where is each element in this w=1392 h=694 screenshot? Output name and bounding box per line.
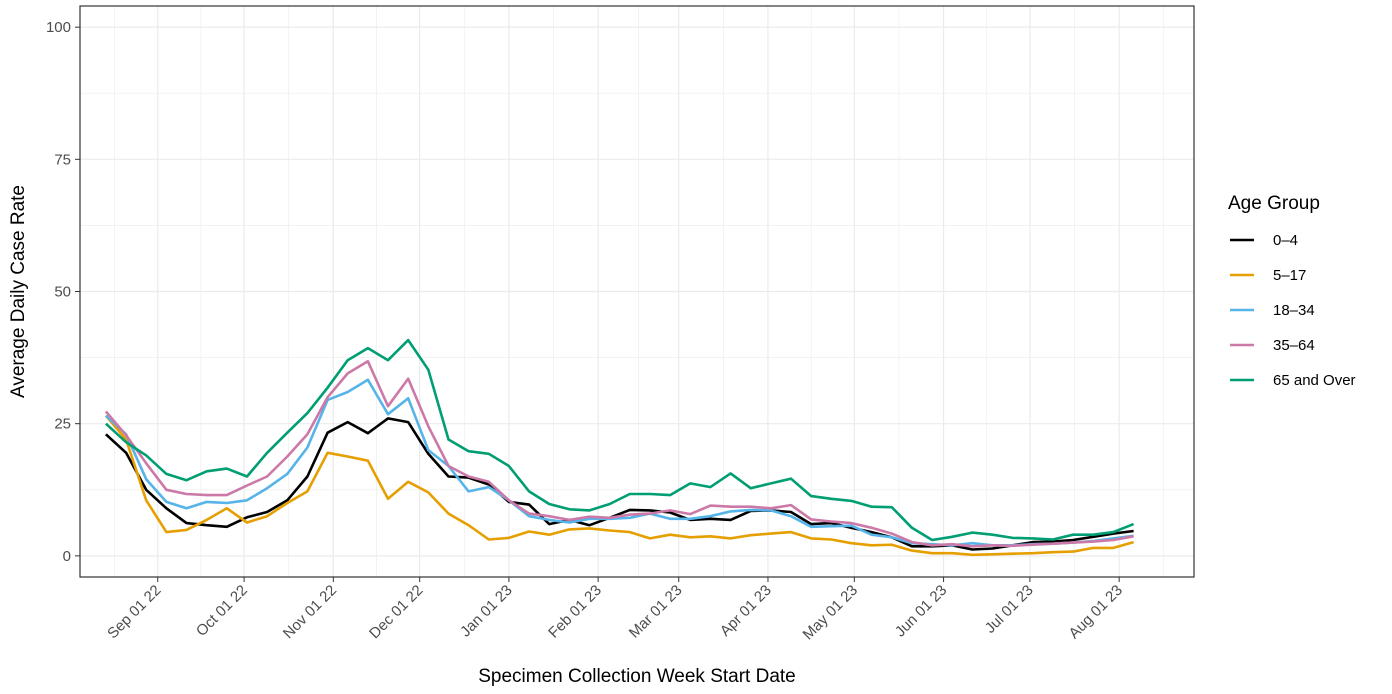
grid	[80, 6, 1194, 577]
legend-title: Age Group	[1228, 193, 1320, 214]
legend: Age Group 0–4 5–17 18–34 35–64 65 and Over	[1228, 193, 1356, 389]
x-tick-label: Aug 01 23	[1066, 582, 1126, 642]
legend-label-0: 0–4	[1273, 232, 1298, 249]
x-tick-label: Mar 01 23	[626, 582, 686, 642]
legend-label-2: 18–34	[1273, 302, 1315, 319]
x-tick-label: Oct 01 22	[193, 582, 251, 640]
axes: 0 25 50 75 100 Sep 01 22 Oct 01 22 Nov 01 22 Dec…	[46, 19, 1126, 643]
x-tick-label: May 01 23	[800, 582, 862, 644]
series-line-0	[105, 417, 1134, 551]
legend-label-4: 65 and Over	[1273, 372, 1356, 389]
y-tick-label: 25	[54, 416, 71, 433]
legend-label-1: 5–17	[1273, 267, 1306, 284]
y-tick-label: 100	[46, 19, 71, 36]
x-tick-label: Feb 01 23	[545, 582, 605, 642]
y-tick-label: 0	[63, 548, 71, 565]
series-line-1	[104, 414, 1134, 557]
x-tick-label: Dec 01 22	[366, 582, 426, 642]
series-line-4	[105, 338, 1135, 542]
legend-label-3: 35–64	[1273, 337, 1315, 354]
x-tick-label: Apr 01 23	[717, 582, 775, 640]
x-tick-label: Jan 01 23	[457, 582, 516, 641]
x-tick-label: Jun 01 23	[892, 582, 951, 641]
series-lines	[104, 338, 1135, 557]
y-axis-title: Average Daily Case Rate	[8, 185, 29, 398]
series-line-3	[104, 359, 1134, 548]
x-tick-label: Jul 01 23	[982, 582, 1037, 637]
y-tick-label: 50	[54, 284, 71, 301]
y-tick-label: 75	[54, 151, 71, 168]
x-tick-label: Sep 01 22	[104, 582, 164, 642]
x-tick-label: Nov 01 22	[280, 582, 340, 642]
x-axis-title: Specimen Collection Week Start Date	[478, 666, 796, 687]
